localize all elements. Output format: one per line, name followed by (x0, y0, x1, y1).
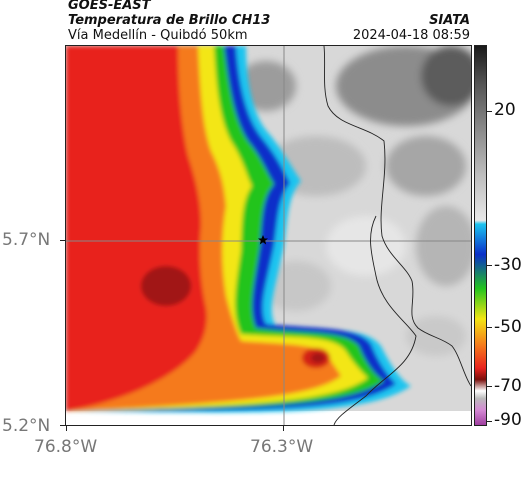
cbar-label-m90: -90 (494, 410, 522, 430)
satellite-title: GOES-EAST (68, 0, 151, 13)
star-icon (258, 235, 268, 245)
lon-tick (283, 426, 284, 431)
cbar-tick (487, 111, 492, 112)
map-svg (66, 46, 471, 425)
datetime-label: 2024-04-18 08:59 (352, 28, 470, 43)
grey-texture (236, 46, 471, 356)
lat-label-5-2: 5.2°N (2, 416, 51, 436)
lat-tick (60, 425, 65, 426)
route-subtitle: Vía Medellín - Quibdó 50km (68, 28, 248, 43)
nodata-strip (66, 411, 471, 425)
cbar-label-20: 20 (494, 100, 516, 120)
cbar-label-m30: -30 (494, 255, 522, 275)
border-line-2 (333, 215, 417, 425)
lon-tick (66, 426, 67, 431)
lon-label-76-8: 76.8°W (34, 437, 98, 457)
cbar-tick (487, 421, 492, 422)
cbar-tick (487, 386, 492, 387)
cbar-label-m50: -50 (494, 317, 522, 337)
product-title: Temperatura de Brillo CH13 (68, 13, 271, 28)
temperature-colorbar (474, 45, 487, 426)
cloud-field (66, 46, 411, 413)
lat-label-5-7: 5.7°N (2, 230, 51, 250)
org-label: SIATA (429, 13, 470, 28)
border-line (323, 46, 471, 387)
cbar-tick (487, 265, 492, 266)
lat-tick (60, 240, 65, 241)
lon-label-76-3: 76.3°W (250, 437, 314, 457)
cbar-tick (487, 327, 492, 328)
cbar-label-m70: -70 (494, 376, 522, 396)
brightness-temperature-map (65, 45, 472, 426)
